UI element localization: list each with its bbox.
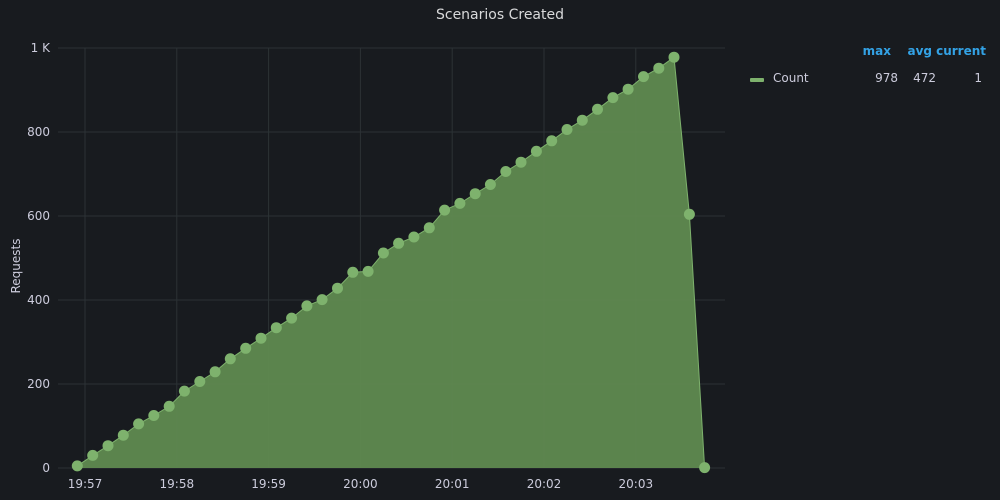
legend-header: max avg current [744, 44, 990, 64]
data-point [178, 385, 190, 397]
data-point [530, 145, 542, 157]
data-point [270, 322, 282, 334]
data-point [209, 366, 221, 378]
x-tick-label: 20:01 [435, 477, 470, 491]
data-point [439, 204, 451, 216]
x-tick-label: 19:57 [68, 477, 103, 491]
data-point [500, 166, 512, 177]
data-point [117, 429, 129, 441]
x-axis: 19:57 19:58 19:59 20:00 20:01 20:02 20:03 [68, 477, 653, 491]
y-tick-label: 600 [27, 209, 50, 223]
legend-header-avg[interactable]: avg [907, 44, 932, 58]
data-point [408, 231, 420, 243]
y-tick-label: 1 K [31, 41, 51, 55]
y-tick-label: 0 [42, 461, 50, 475]
data-point [683, 208, 695, 220]
x-tick-label: 19:58 [160, 477, 195, 491]
data-point [561, 124, 573, 135]
data-point [484, 179, 496, 190]
data-point [332, 282, 343, 294]
y-tick-label: 400 [27, 293, 50, 307]
panel-title[interactable]: Scenarios Created [435, 7, 564, 23]
data-point [255, 332, 267, 344]
data-point [316, 294, 328, 306]
legend-value-avg: 472 [913, 71, 936, 85]
data-point [515, 156, 527, 168]
data-point [607, 92, 619, 104]
data-point [163, 400, 175, 412]
data-point [423, 222, 435, 234]
series-color-swatch[interactable] [750, 78, 764, 82]
data-point [102, 440, 114, 452]
data-point [71, 460, 83, 472]
data-point [592, 103, 603, 115]
y-axis-label: Requests [9, 238, 23, 294]
data-point [393, 237, 405, 249]
legend-value-max: 978 [875, 71, 898, 85]
y-axis: 0 200 400 600 800 1 K [27, 41, 51, 475]
legend-header-current[interactable]: current [936, 44, 986, 58]
legend-series-count[interactable]: Count 978 472 1 [744, 70, 990, 90]
data-point [454, 197, 466, 209]
x-tick-label: 19:59 [251, 477, 286, 491]
legend-series-name[interactable]: Count [773, 71, 809, 85]
data-point [469, 188, 481, 200]
data-point [546, 135, 558, 147]
y-tick-label: 800 [27, 125, 50, 139]
data-point [638, 71, 649, 83]
data-point [87, 449, 99, 461]
data-point [576, 114, 588, 126]
x-tick-label: 20:03 [619, 477, 654, 491]
series-points [71, 51, 711, 474]
data-point [362, 265, 374, 277]
data-point [301, 300, 313, 312]
data-point [194, 376, 206, 387]
data-point [224, 353, 236, 365]
legend: max avg current Count 978 472 1 [744, 44, 990, 90]
x-tick-label: 20:00 [343, 477, 378, 491]
legend-value-current: 1 [974, 71, 982, 85]
data-point [347, 266, 359, 278]
data-point [653, 62, 665, 74]
data-point [699, 462, 711, 474]
y-tick-label: 200 [27, 377, 50, 391]
legend-header-max[interactable]: max [862, 44, 891, 58]
data-point [377, 247, 389, 259]
data-point [148, 410, 160, 421]
data-point [240, 342, 252, 354]
data-point [286, 312, 298, 324]
data-point [668, 51, 680, 63]
data-point [133, 418, 145, 430]
data-point [622, 83, 634, 95]
series-fill-count [77, 57, 705, 468]
x-tick-label: 20:02 [527, 477, 562, 491]
